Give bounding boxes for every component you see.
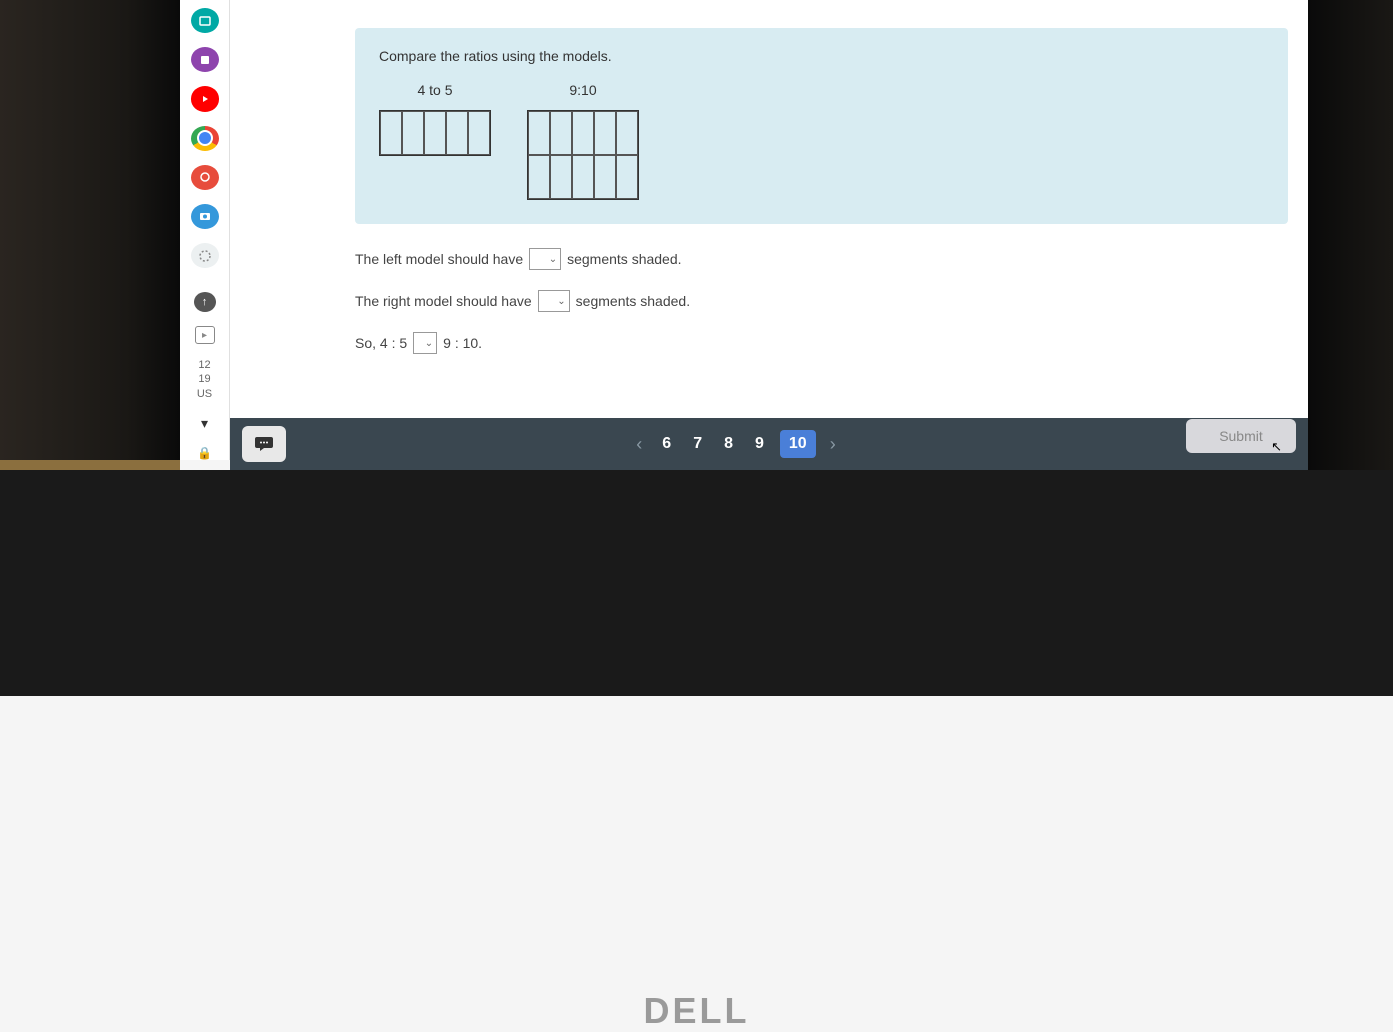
model-1-grid[interactable] [379, 110, 491, 156]
page-7[interactable]: 7 [687, 431, 708, 457]
chrome-icon[interactable] [191, 126, 219, 151]
model-1: 4 to 5 [379, 82, 491, 156]
lock-icon[interactable]: 🔒 [197, 446, 212, 460]
page-prev-icon[interactable]: ‹ [632, 434, 646, 455]
answer1-suffix: segments shaded. [567, 251, 681, 267]
laptop-frame-bottom: DELL [0, 470, 1393, 696]
locale: US [197, 387, 212, 401]
grid-cell [468, 111, 490, 155]
grid-cell [572, 111, 594, 155]
grid-cell [528, 111, 550, 155]
grid-cell [572, 155, 594, 199]
page-8[interactable]: 8 [718, 431, 739, 457]
youtube-icon[interactable] [191, 86, 219, 111]
answer-line-2: The right model should have ⌄ segments s… [355, 290, 1288, 312]
submit-button[interactable]: Submit ↖ [1186, 419, 1296, 453]
grid-cell [528, 155, 550, 199]
answers-section: The left model should have ⌄ segments sh… [355, 248, 1288, 354]
bottom-bar: ‹ 6 7 8 9 10 › Submit ↖ [230, 418, 1308, 470]
dropdown-1[interactable]: ⌄ [529, 248, 561, 270]
wifi-icon[interactable]: ▾ [201, 415, 208, 432]
pagination: ‹ 6 7 8 9 10 › [632, 430, 839, 458]
instruction-text: Compare the ratios using the models. [379, 48, 1264, 64]
answer-line-3: So, 4 : 5 ⌄ 9 : 10. [355, 332, 1288, 354]
camera-icon[interactable] [191, 204, 219, 229]
submit-label: Submit [1219, 428, 1263, 444]
grid-cell [424, 111, 446, 155]
main-content: Compare the ratios using the models. 4 t… [230, 0, 1308, 460]
models-row: 4 to 5 9:10 [379, 82, 1264, 200]
dropdown-2[interactable]: ⌄ [538, 290, 570, 312]
page-9[interactable]: 9 [749, 431, 770, 457]
app-sidebar: ↑ ▸ 12 19 US ▾ 🔒 [180, 0, 230, 460]
model-2: 9:10 [527, 82, 639, 200]
cursor-icon: ↖ [1271, 439, 1282, 455]
answer3-prefix: So, 4 : 5 [355, 335, 407, 351]
page-next-icon[interactable]: › [826, 434, 840, 455]
app-icon-gray[interactable] [191, 243, 219, 268]
model-1-label: 4 to 5 [417, 82, 452, 98]
grid-cell [594, 111, 616, 155]
time-line-2: 19 [197, 372, 212, 386]
answer3-suffix: 9 : 10. [443, 335, 482, 351]
updates-icon[interactable]: ↑ [194, 292, 216, 312]
grid-cell [380, 111, 402, 155]
page-10[interactable]: 10 [780, 430, 816, 458]
answer-line-1: The left model should have ⌄ segments sh… [355, 248, 1288, 270]
dell-logo: DELL [644, 990, 750, 1032]
model-2-label: 9:10 [569, 82, 596, 98]
app-icon-1[interactable] [191, 8, 219, 33]
page-6[interactable]: 6 [656, 431, 677, 457]
sidebar-time: 12 19 US [197, 358, 212, 401]
model-2-grid[interactable] [527, 110, 639, 200]
dropdown-3[interactable]: ⌄ [413, 332, 437, 354]
answer1-prefix: The left model should have [355, 251, 523, 267]
grid-cell [402, 111, 424, 155]
app-icon-2[interactable] [191, 47, 219, 72]
grid-cell [550, 111, 572, 155]
grid-cell [616, 155, 638, 199]
grid-cell [616, 111, 638, 155]
question-box: Compare the ratios using the models. 4 t… [355, 28, 1288, 224]
grid-cell [550, 155, 572, 199]
chat-button[interactable] [242, 426, 286, 462]
answer2-suffix: segments shaded. [576, 293, 690, 309]
grid-cell [594, 155, 616, 199]
answer2-prefix: The right model should have [355, 293, 532, 309]
grid-cell [446, 111, 468, 155]
time-line-1: 12 [197, 358, 212, 372]
app-icon-red[interactable] [191, 165, 219, 190]
box-icon[interactable]: ▸ [195, 326, 215, 344]
